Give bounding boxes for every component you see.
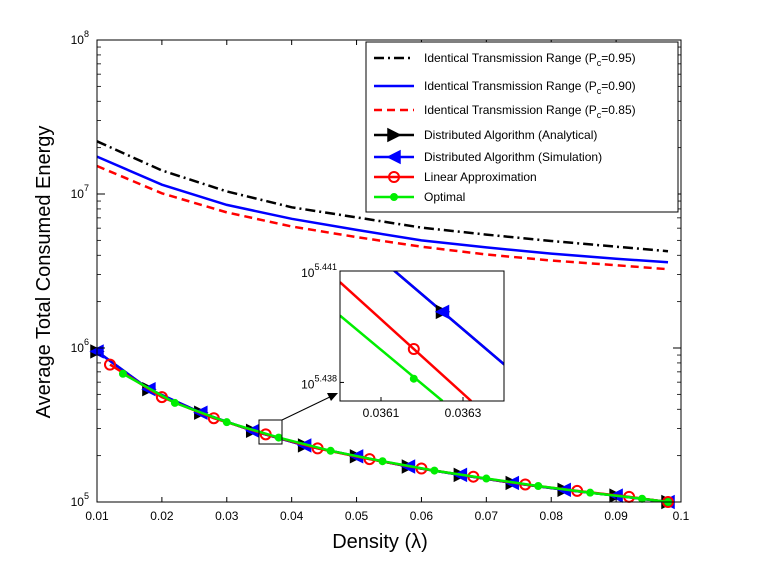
axes: 0.01 0.02 0.03 0.04 0.05 0.06 0.07 0.08 0.09 0.11… <box>71 29 690 523</box>
y-axis-label: Average Total Consumed Energy <box>33 126 55 419</box>
marker-optimal <box>482 474 491 483</box>
x-tick-label: 0.03 <box>215 509 239 523</box>
series-pc90 <box>96 155 669 264</box>
inset-line-optimal <box>340 314 444 401</box>
legend-entry-linear: Linear Approximation <box>374 170 537 184</box>
series-line-pc95 <box>96 140 669 253</box>
inset-marker-linear <box>407 343 420 355</box>
inset-frame <box>339 270 505 402</box>
x-tick-label: 0.01 <box>85 509 109 523</box>
legend-box <box>365 41 679 213</box>
marker-optimal <box>430 466 439 475</box>
series-optimal <box>118 369 673 506</box>
x-tick-label: 0.08 <box>540 509 564 523</box>
inset-marker-optimal <box>409 374 418 383</box>
inset-x-tick-label: 0.0361 <box>363 406 400 420</box>
legend-entry-optimal: Optimal <box>374 190 465 204</box>
x-tick-label: 0.05 <box>345 509 369 523</box>
series-pc85 <box>96 164 669 271</box>
legend-label: Linear Approximation <box>424 170 537 184</box>
x-tick-label: 0.1 <box>673 509 690 523</box>
inset-background <box>340 271 504 401</box>
legend-entry-simulation: Distributed Algorithm (Simulation) <box>374 149 602 165</box>
marker-optimal <box>534 482 543 491</box>
legend-entry-pc95: Identical Transmission Range (Pc=0.95) <box>374 51 636 68</box>
legend-label: Identical Transmission Range (Pc=0.90) <box>424 79 636 96</box>
inset-x-tick-label: 0.0363 <box>445 406 482 420</box>
plot-area <box>89 140 676 510</box>
legend-label: Identical Transmission Range (Pc=0.95) <box>424 51 636 68</box>
x-tick-label: 0.02 <box>150 509 174 523</box>
legend-entry-analytical: Distributed Algorithm (Analytical) <box>374 127 597 143</box>
x-axis-label: Density (λ) <box>332 531 428 553</box>
axes-frame <box>96 39 682 503</box>
x-tick-label: 0.04 <box>280 509 304 523</box>
marker-optimal <box>326 446 335 455</box>
inset-series <box>340 271 504 401</box>
legend-label: Identical Transmission Range (Pc=0.85) <box>424 103 636 120</box>
x-tick-label: 0.07 <box>475 509 499 523</box>
marker-optimal <box>378 457 387 466</box>
marker-linear <box>103 358 116 371</box>
x-tick-label: 0.09 <box>604 509 628 523</box>
series-line-pc85 <box>96 164 669 271</box>
marker-optimal <box>222 418 231 427</box>
marker-optimal <box>586 488 595 497</box>
legend-label: Distributed Algorithm (Analytical) <box>424 128 597 142</box>
legend-label: Optimal <box>424 190 465 204</box>
series-line-optimal <box>122 372 669 504</box>
series-pc95 <box>96 140 669 253</box>
legend-swatch-marker <box>388 171 400 183</box>
marker-optimal <box>118 369 127 378</box>
inset-marker-simulation <box>434 304 450 320</box>
legend-swatch-marker <box>387 127 402 143</box>
x-tick-label: 0.06 <box>410 509 434 523</box>
legend-label: Distributed Algorithm (Simulation) <box>424 150 602 164</box>
zoom-region-box <box>258 419 283 445</box>
legend-entry-pc90: Identical Transmission Range (Pc=0.90) <box>374 79 636 96</box>
zoom-arrow-head <box>327 393 338 401</box>
marker-optimal <box>170 398 179 407</box>
series-line-pc90 <box>96 155 669 264</box>
inset-line-linear <box>340 281 473 401</box>
legend-entry-pc85: Identical Transmission Range (Pc=0.85) <box>374 103 636 120</box>
marker-optimal <box>638 494 647 503</box>
legend-swatch-marker <box>390 193 398 201</box>
legend-swatch-marker <box>386 149 401 165</box>
legend: Identical Transmission Range (Pc=0.95) Id… <box>365 41 679 213</box>
marker-optimal <box>274 433 283 442</box>
zoom-arrow-line <box>281 394 335 421</box>
